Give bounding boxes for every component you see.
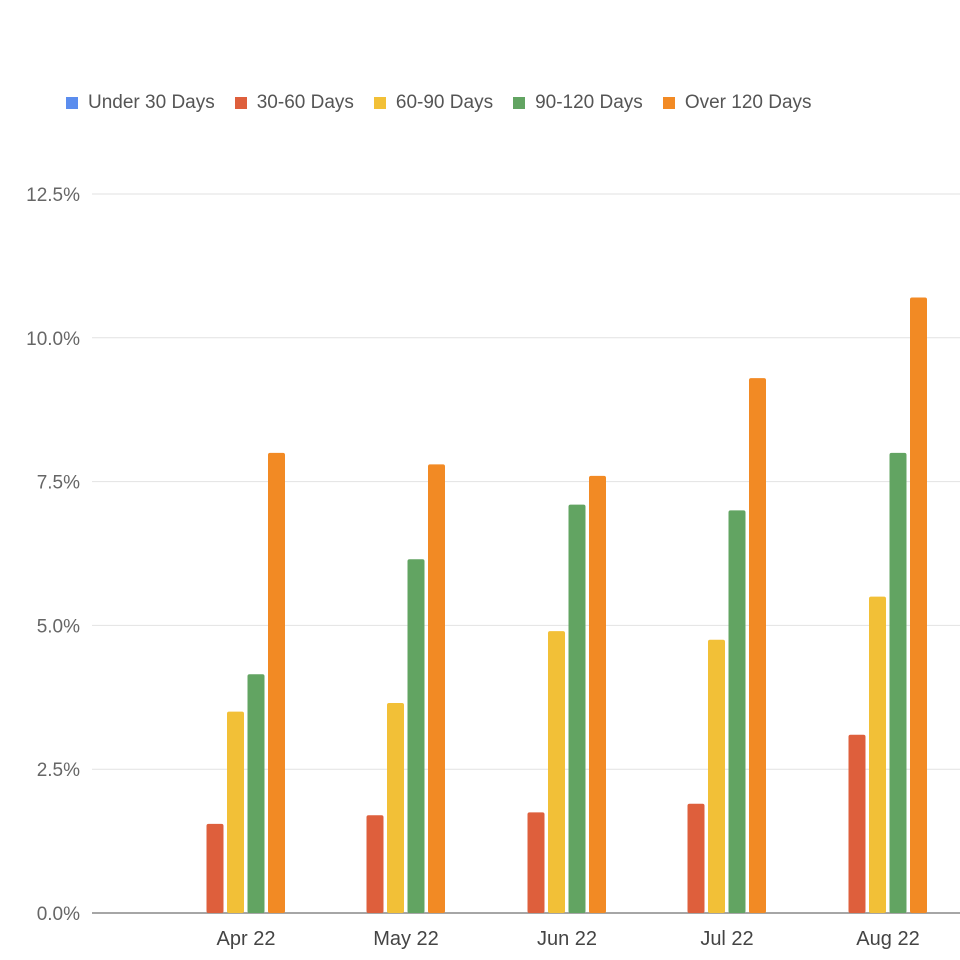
legend-item-over-120[interactable]: Over 120 Days — [662, 92, 812, 114]
y-tick-label: 2.5% — [37, 760, 80, 781]
legend-item-60-90[interactable]: 60-90 Days — [373, 92, 494, 114]
y-tick-label: 5.0% — [37, 616, 80, 637]
legend-swatch-icon — [66, 97, 78, 109]
bar[interactable] — [728, 510, 746, 913]
x-tick-label: Jul 22 — [700, 928, 753, 950]
y-tick-label: 7.5% — [37, 473, 80, 494]
legend-label: Over 120 Days — [684, 92, 812, 113]
y-tick-label: 12.5% — [26, 185, 80, 206]
bar[interactable] — [227, 711, 244, 913]
x-tick-label: Apr 22 — [217, 928, 276, 950]
legend-label: 30-60 Days — [256, 92, 354, 113]
y-tick-label: 10.0% — [26, 329, 80, 350]
gridlines: 0.0% 2.5% 5.0% 7.5% 10.0% 12.5% — [26, 185, 960, 925]
y-tick-label: 0.0% — [37, 904, 80, 925]
bar[interactable] — [247, 674, 265, 913]
legend-swatch-icon — [373, 97, 386, 109]
x-tick-label: May 22 — [373, 928, 439, 950]
bar-group-jun-22 — [527, 475, 606, 913]
legend-swatch-icon — [662, 97, 675, 109]
legend-label: 60-90 Days — [395, 92, 494, 113]
bar[interactable] — [366, 815, 384, 913]
bar[interactable] — [708, 639, 725, 913]
legend-swatch-icon — [513, 97, 526, 109]
bar-group-may-22 — [366, 464, 445, 913]
bar[interactable] — [268, 452, 285, 913]
bar[interactable] — [568, 504, 586, 913]
bar[interactable] — [889, 452, 907, 913]
bar[interactable] — [869, 596, 886, 913]
bar[interactable] — [407, 559, 425, 913]
legend-label: 90-120 Days — [535, 92, 643, 113]
bar-group-aug-22 — [848, 297, 927, 913]
bar[interactable] — [910, 297, 927, 913]
legend-item-30-60[interactable]: 30-60 Days — [234, 92, 354, 114]
legend-item-90-120[interactable]: 90-120 Days — [513, 92, 643, 114]
bar[interactable] — [848, 734, 866, 913]
bar-group-jul-22 — [687, 378, 766, 914]
bar[interactable] — [387, 703, 404, 913]
legend-swatch-icon — [234, 97, 247, 109]
bar-groups — [206, 297, 927, 914]
bar[interactable] — [206, 823, 224, 913]
x-axis: Apr 22 May 22 Jun 22 Jul 22 Aug 22 — [217, 928, 920, 950]
bar[interactable] — [428, 464, 445, 913]
legend-label: Under 30 Days — [88, 92, 215, 113]
chart-legend: Under 30 Days 30-60 Days 60-90 Days 90-1… — [66, 92, 832, 114]
x-tick-label: Aug 22 — [856, 928, 919, 950]
bar[interactable] — [687, 803, 705, 913]
bar[interactable] — [589, 475, 606, 913]
bar[interactable] — [749, 378, 766, 914]
bar[interactable] — [527, 812, 545, 913]
bar[interactable] — [548, 631, 565, 913]
x-tick-label: Jun 22 — [537, 928, 597, 950]
bar-group-apr-22 — [206, 452, 285, 913]
legend-item-under-30[interactable]: Under 30 Days — [66, 92, 215, 114]
